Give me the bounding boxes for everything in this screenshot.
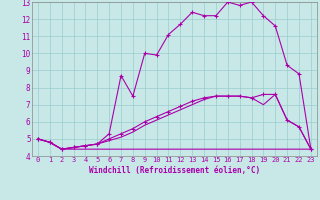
- X-axis label: Windchill (Refroidissement éolien,°C): Windchill (Refroidissement éolien,°C): [89, 166, 260, 175]
